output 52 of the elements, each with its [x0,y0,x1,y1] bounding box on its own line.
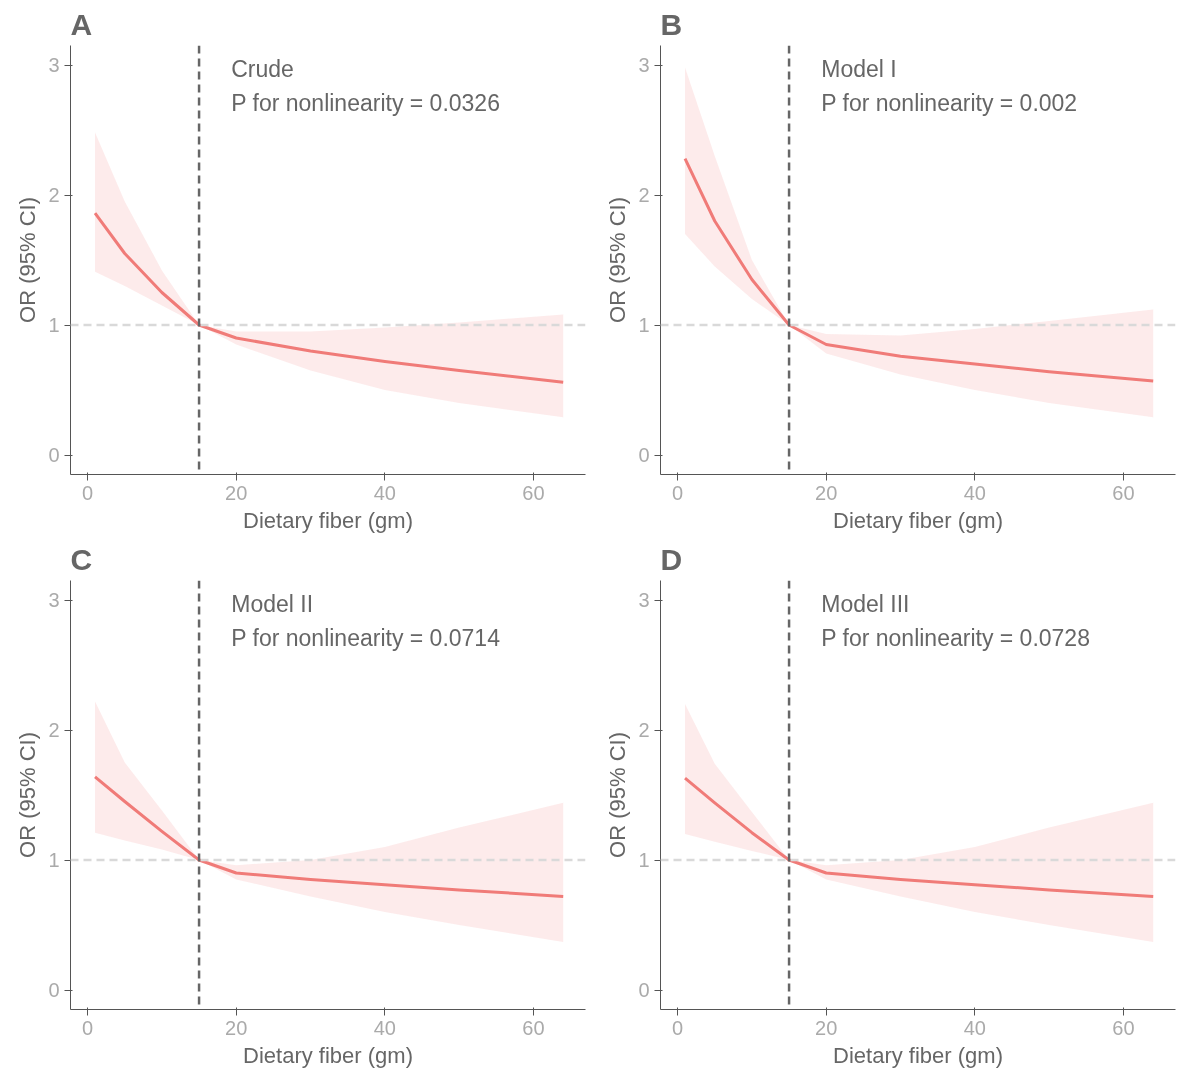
annotation: Model III [821,590,910,617]
y-tick-label: 3 [638,54,650,76]
annotation: Crude [231,55,294,82]
y-tick-label: 3 [48,589,60,611]
x-tick-label: 0 [672,1016,684,1039]
x-tick-label: 0 [672,481,684,504]
x-tick-label: 40 [963,1016,986,1039]
x-tick-label: 0 [82,1016,94,1039]
y-axis-title: OR (95% CI) [605,732,631,858]
annotation: P for nonlinearity = 0.0326 [231,89,500,116]
x-tick-label: 60 [1112,1016,1135,1039]
annotation: Model II [231,590,314,617]
annotation: P for nonlinearity = 0.0714 [231,624,501,651]
y-axis-title: OR (95% CI) [15,197,41,323]
chart-title: A [70,7,93,41]
x-tick-label: 40 [373,1016,396,1039]
x-tick-label: 20 [815,1016,838,1039]
y-tick-label: 1 [638,314,650,336]
y-tick-label: 2 [48,719,60,741]
y-tick-label: 2 [48,184,60,206]
x-tick-label: 20 [225,481,248,504]
x-tick-label: 40 [963,481,986,504]
x-axis-title: Dietary fiber (gm) [833,507,1003,533]
x-tick-label: 60 [1112,481,1135,504]
x-axis-title: Dietary fiber (gm) [243,1042,413,1068]
x-tick-label: 0 [82,481,94,504]
y-tick-label: 0 [638,979,650,1001]
x-tick-label: 20 [225,1016,248,1039]
y-tick-label: 3 [638,589,650,611]
y-tick-label: 0 [638,444,650,466]
y-tick-label: 1 [48,314,60,336]
annotation: Model I [821,55,897,82]
x-tick-label: 60 [522,1016,545,1039]
y-tick-label: 2 [638,719,650,741]
y-tick-label: 1 [48,849,60,871]
annotation: P for nonlinearity = 0.002 [821,89,1078,116]
y-tick-label: 3 [48,54,60,76]
y-tick-label: 2 [638,184,650,206]
x-tick-label: 60 [522,481,545,504]
y-tick-label: 0 [48,979,60,1001]
y-axis-title: OR (95% CI) [605,197,631,323]
chart-title: D [660,542,683,576]
y-tick-label: 0 [48,444,60,466]
x-tick-label: 40 [373,481,396,504]
y-tick-label: 1 [638,849,650,871]
y-axis-title: OR (95% CI) [15,732,41,858]
x-axis-title: Dietary fiber (gm) [243,507,413,533]
annotation: P for nonlinearity = 0.0728 [821,624,1090,651]
chart-title: C [70,542,93,576]
x-tick-label: 20 [815,481,838,504]
x-axis-title: Dietary fiber (gm) [833,1042,1003,1068]
chart-title: B [660,7,683,41]
